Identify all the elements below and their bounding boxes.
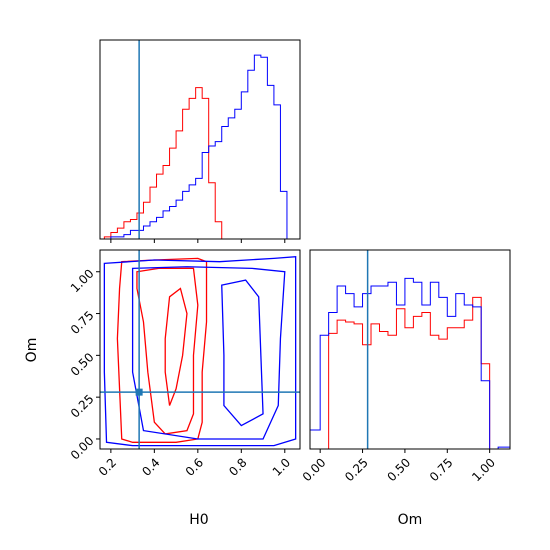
contour-ytick-label-0.00: 0.00 — [68, 434, 97, 463]
hist-om-series-blue — [309, 277, 511, 450]
contour-xtick-label-1.0: 1.0 — [270, 455, 293, 478]
hist-om-xtick-label-0.75: 0.75 — [427, 455, 456, 484]
contour-red-level-3 — [164, 287, 188, 406]
histogram-om-panel: 0.00 0.25 0.50 0.75 1.00 — [300, 249, 511, 484]
hist-om-xtick-label-0.25: 0.25 — [342, 455, 371, 484]
contour-ytick-label-0.25: 0.25 — [68, 392, 97, 421]
contour-h0-om-panel: 0.2 0.4 0.6 0.8 1.0 0.00 0.25 0.50 0.75 1.00 — [68, 249, 301, 479]
x-axis-label-h0: H0 — [189, 512, 208, 528]
truth-marker — [135, 388, 143, 396]
contour-ytick-label-0.50: 0.50 — [68, 350, 97, 379]
contour-xtick-label-0.2: 0.2 — [96, 455, 119, 478]
contour-ytick-label-0.75: 0.75 — [68, 308, 97, 337]
contour-xtick-label-0.6: 0.6 — [183, 455, 206, 478]
contour-lines — [103, 255, 297, 447]
x-axis-label-om: Om — [398, 512, 423, 528]
contour-xtick-label-0.4: 0.4 — [139, 455, 162, 478]
contour-ytick-label-1.00: 1.00 — [68, 266, 97, 295]
hist-h0-frame — [99, 39, 301, 240]
contour-frame — [99, 249, 301, 450]
y-axis-label-om: Om — [24, 338, 40, 363]
contour-blue-level-2 — [131, 266, 286, 440]
contour-blue-level-1 — [103, 255, 297, 447]
contour-red-level-2 — [136, 267, 199, 435]
histogram-h0-panel — [99, 39, 301, 243]
contour-xtick-label-0.8: 0.8 — [226, 455, 249, 478]
hist-om-xtick-label-0.50: 0.50 — [384, 455, 413, 484]
hist-h0-series-blue — [104, 54, 294, 240]
hist-om-xtick-label-1.00: 1.00 — [469, 455, 498, 484]
hist-om-frame — [309, 249, 511, 450]
hist-om-xtick-label-0.00: 0.00 — [300, 455, 329, 484]
contour-blue-level-3 — [221, 279, 264, 427]
hist-h0-series-red — [103, 87, 294, 240]
hist-om-series-red — [310, 296, 510, 450]
